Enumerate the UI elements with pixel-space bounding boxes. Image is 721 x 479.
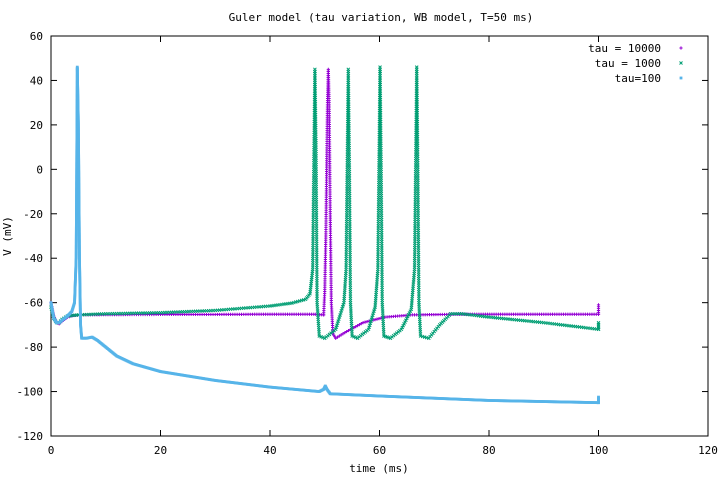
data-point (345, 329, 349, 334)
data-point (341, 332, 345, 336)
data-point (363, 320, 367, 324)
data-point (354, 325, 358, 329)
data-point (356, 324, 360, 328)
data-point (596, 320, 601, 325)
y-axis-label: V (mV) (1, 216, 14, 256)
series-2 (49, 65, 601, 341)
y-tick-label: -40 (23, 252, 43, 265)
series-1 (49, 67, 601, 340)
data-point (361, 321, 365, 325)
x-tick-label: 120 (698, 444, 718, 457)
data-point (403, 320, 407, 324)
legend-label: tau = 1000 (595, 57, 661, 70)
data-point (597, 395, 600, 399)
data-point (337, 334, 341, 338)
y-tick-label: -100 (17, 386, 44, 399)
legend-marker (679, 61, 683, 65)
legend-label: tau=100 (615, 72, 661, 85)
x-tick-label: 100 (589, 444, 609, 457)
legend-marker (679, 46, 683, 50)
data-point (404, 316, 409, 321)
y-tick-label: 60 (30, 30, 43, 43)
y-tick-label: 40 (30, 74, 43, 87)
data-point (375, 317, 379, 321)
data-point (596, 303, 601, 307)
x-tick-label: 20 (154, 444, 167, 457)
data-point (407, 311, 412, 315)
data-point (339, 333, 343, 337)
y-tick-label: 0 (36, 163, 43, 176)
data-point (406, 312, 411, 317)
legend: tau = 10000 tau = 1000 tau=100 (588, 42, 683, 85)
y-tick-label: 20 (30, 119, 43, 132)
y-tick-label: -80 (23, 341, 43, 354)
data-point (404, 318, 408, 323)
data-point (401, 323, 406, 328)
data-point (359, 322, 363, 326)
y-tick-label: -20 (23, 208, 43, 221)
plot-area (49, 65, 601, 405)
data-point (399, 327, 404, 332)
data-point (408, 309, 413, 314)
series-3 (49, 65, 600, 405)
x-axis: 0 20 40 60 80 100 120 (48, 36, 718, 457)
data-point (400, 325, 405, 330)
x-tick-label: 0 (48, 444, 55, 457)
data-point (402, 322, 406, 326)
legend-label: tau = 10000 (588, 42, 661, 55)
x-tick-label: 80 (482, 444, 495, 457)
x-axis-label: time (ms) (349, 462, 409, 475)
y-axis: -120 -100 -80 -60 -40 -20 0 20 40 60 (17, 30, 708, 443)
chart-title: Guler model (tau variation, WB model, T=… (229, 11, 534, 24)
data-point (352, 326, 356, 330)
data-point (373, 318, 377, 322)
data-point (365, 320, 369, 324)
data-point (343, 331, 347, 335)
legend-marker (679, 76, 683, 80)
data-point (377, 317, 381, 321)
data-point (346, 328, 351, 333)
data-point (334, 336, 338, 340)
data-point (357, 323, 362, 327)
x-tick-label: 60 (373, 444, 386, 457)
y-tick-label: -120 (17, 430, 44, 443)
data-point (405, 314, 410, 319)
y-tick-label: -60 (23, 297, 43, 310)
x-tick-label: 40 (263, 444, 276, 457)
data-point (335, 335, 340, 339)
